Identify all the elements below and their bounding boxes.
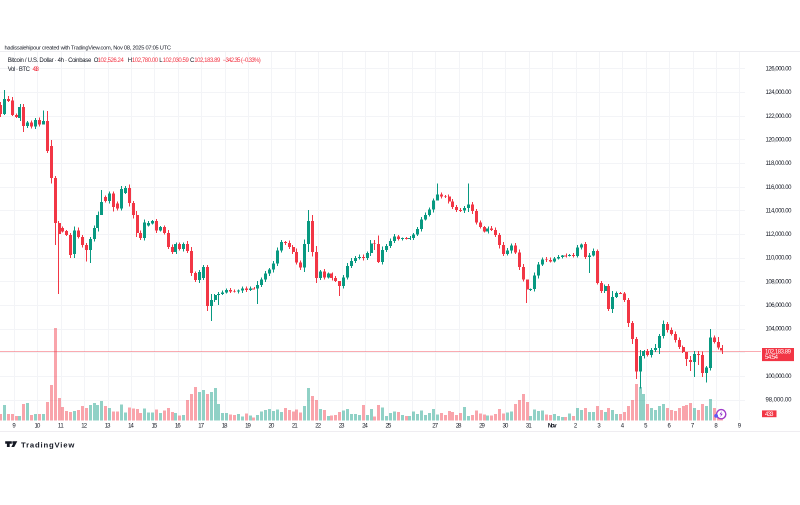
svg-text:112,000.00: 112,000.00	[766, 232, 793, 238]
svg-text:14: 14	[128, 424, 134, 430]
svg-text:5: 5	[644, 424, 648, 430]
svg-text:21: 21	[292, 424, 298, 430]
svg-text:16: 16	[175, 424, 181, 430]
svg-text:10: 10	[35, 424, 41, 430]
svg-text:3: 3	[597, 424, 601, 430]
svg-text:Nov: Nov	[548, 424, 557, 430]
svg-text:28: 28	[456, 424, 462, 430]
svg-text:4: 4	[621, 424, 625, 430]
svg-text:118,000.00: 118,000.00	[766, 161, 793, 167]
svg-text:29: 29	[479, 424, 485, 430]
svg-text:12: 12	[81, 424, 87, 430]
svg-text:8: 8	[714, 424, 718, 430]
svg-text:24: 24	[362, 424, 368, 430]
svg-text:124,000.00: 124,000.00	[766, 90, 793, 96]
svg-text:13: 13	[105, 424, 111, 430]
svg-text:104,000.00: 104,000.00	[766, 327, 793, 333]
svg-text:6: 6	[668, 424, 672, 430]
svg-text:25: 25	[386, 424, 392, 430]
svg-text:23: 23	[339, 424, 345, 430]
svg-text:108,000.00: 108,000.00	[766, 279, 793, 285]
svg-text:31: 31	[526, 424, 532, 430]
svg-text:15: 15	[152, 424, 158, 430]
svg-text:27: 27	[432, 424, 438, 430]
svg-text:114,000.00: 114,000.00	[766, 208, 793, 214]
svg-text:433: 433	[765, 412, 774, 418]
svg-text:110,000.00: 110,000.00	[766, 256, 793, 262]
svg-text:116,000.00: 116,000.00	[766, 185, 793, 191]
svg-text:19: 19	[245, 424, 251, 430]
svg-text:L: L	[159, 58, 163, 64]
svg-text:54:54: 54:54	[765, 355, 779, 361]
svg-text:hadissalehipour created with T: hadissalehipour created with TradingView…	[5, 46, 172, 52]
svg-text:102,780.00: 102,780.00	[132, 58, 159, 64]
svg-text:9: 9	[12, 424, 16, 430]
svg-text:Bitcoin / U.S. Dollar · 4h · C: Bitcoin / U.S. Dollar · 4h · Coinbase	[8, 58, 92, 64]
svg-text:H: H	[128, 58, 132, 64]
svg-text:11: 11	[58, 424, 64, 430]
svg-text:98,000.00: 98,000.00	[766, 398, 793, 404]
svg-text:TradingView: TradingView	[21, 441, 74, 450]
svg-text:20: 20	[269, 424, 275, 430]
svg-text:17: 17	[198, 424, 204, 430]
svg-text:30: 30	[503, 424, 509, 430]
svg-text:102,183.89: 102,183.89	[765, 350, 792, 356]
svg-text:102,526.24: 102,526.24	[98, 58, 125, 64]
svg-text:O: O	[94, 58, 99, 64]
svg-text:120,000.00: 120,000.00	[766, 137, 793, 143]
svg-text:9: 9	[738, 424, 742, 430]
svg-text:2: 2	[574, 424, 578, 430]
svg-text:102,030.59: 102,030.59	[163, 58, 190, 64]
svg-text:C: C	[190, 58, 195, 64]
svg-text:100,000.00: 100,000.00	[766, 374, 793, 380]
svg-text:106,000.00: 106,000.00	[766, 303, 793, 309]
svg-text:Vol · BTC: Vol · BTC	[8, 67, 31, 73]
svg-text:18: 18	[222, 424, 228, 430]
svg-text:7: 7	[691, 424, 695, 430]
svg-text:122,000.00: 122,000.00	[766, 114, 793, 120]
svg-text:433: 433	[33, 67, 40, 73]
svg-text:−342.35 (−0.33%): −342.35 (−0.33%)	[223, 58, 261, 64]
svg-text:22: 22	[315, 424, 321, 430]
svg-text:126,000.00: 126,000.00	[766, 67, 793, 73]
svg-text:102,183.89: 102,183.89	[194, 58, 221, 64]
